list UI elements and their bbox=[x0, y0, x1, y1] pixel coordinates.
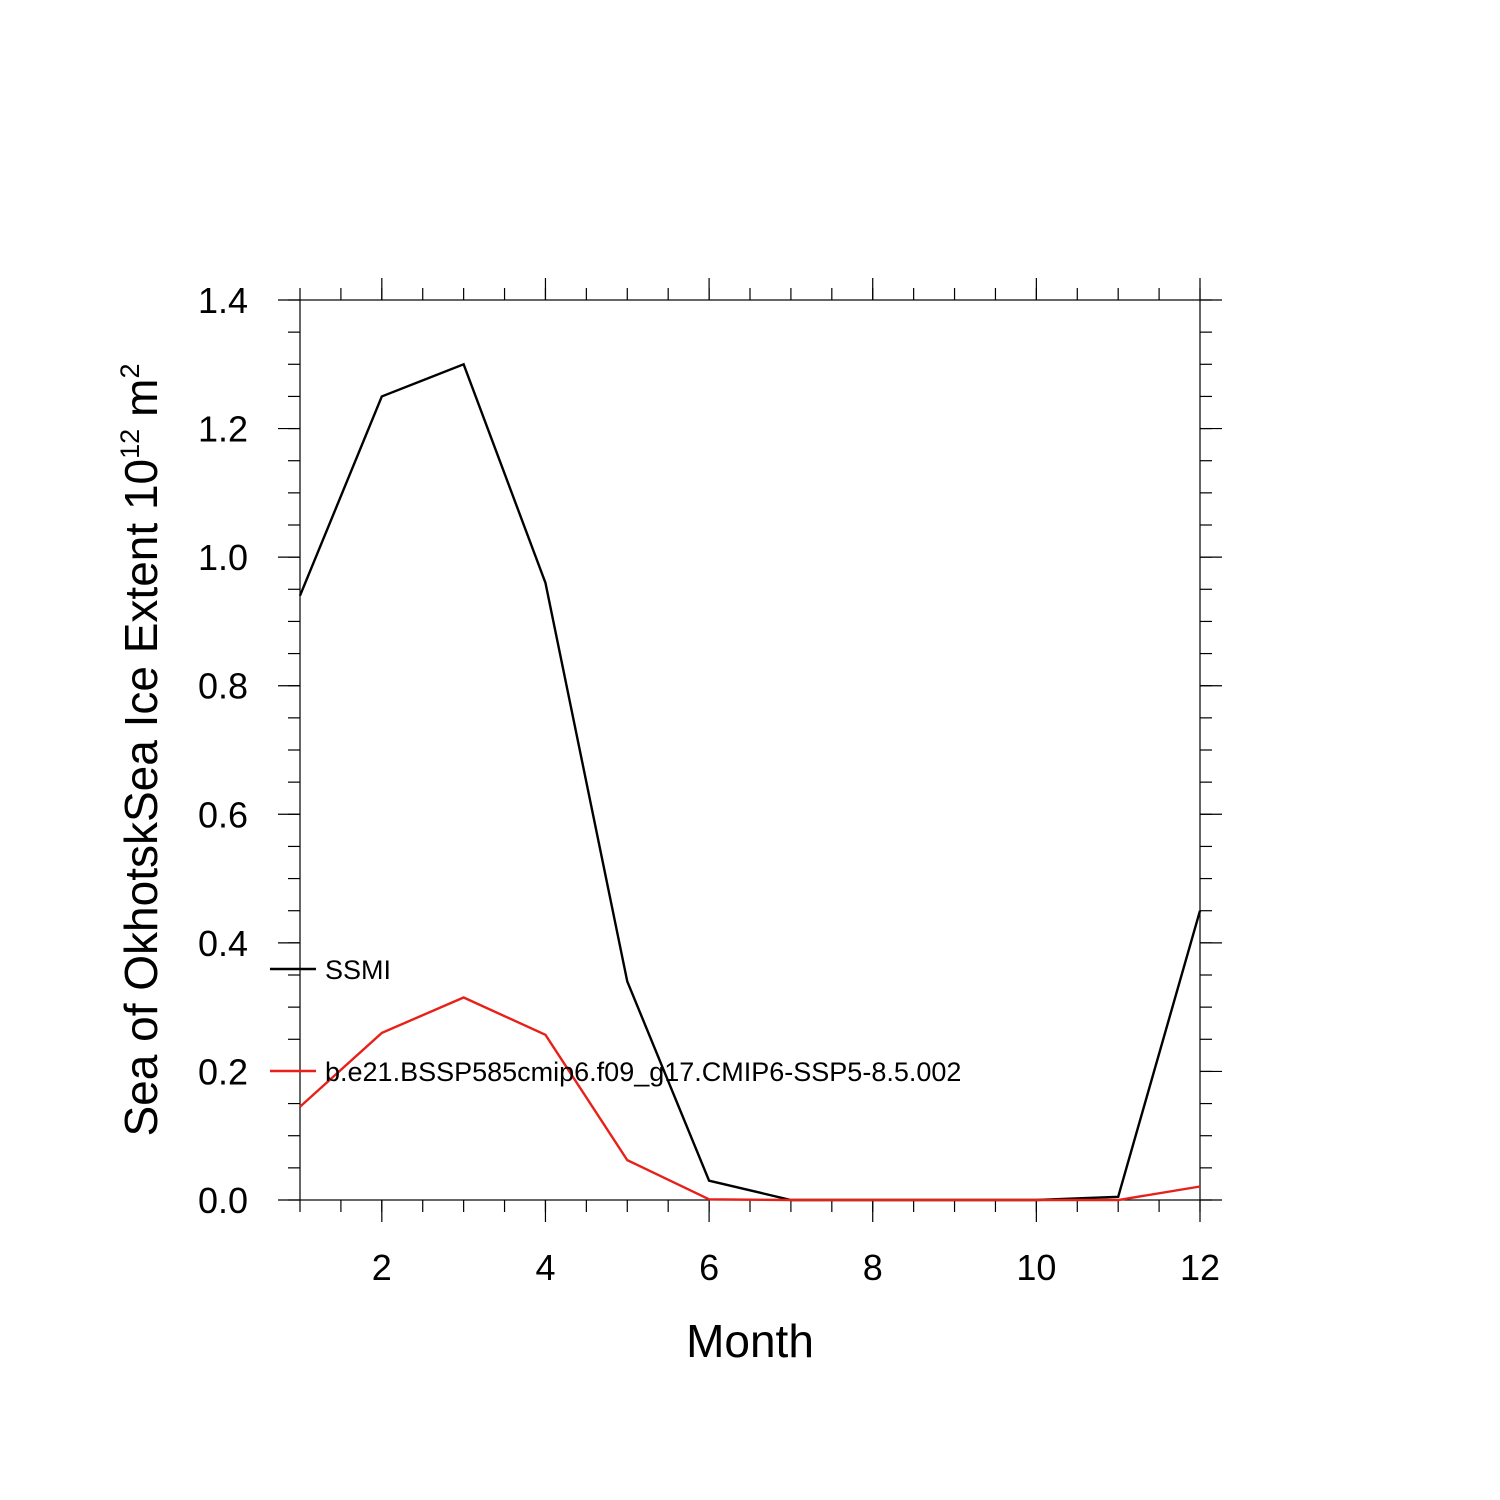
x-tick-label: 12 bbox=[1180, 1247, 1220, 1288]
legend: SSMI b.e21.BSSP585cmip6.f09_g17.CMIP6-SSP… bbox=[270, 955, 961, 1087]
y-tick-label: 0.6 bbox=[198, 794, 248, 835]
legend-label: SSMI bbox=[325, 955, 391, 985]
y-axis-title-unit-exponent: 2 bbox=[115, 363, 145, 378]
y-tick-label: 0.4 bbox=[198, 923, 248, 964]
y-tick-label: 0.0 bbox=[198, 1180, 248, 1221]
y-axis-title-unit: m bbox=[115, 379, 167, 417]
y-tick-label: 1.2 bbox=[198, 409, 248, 450]
x-tick-label: 10 bbox=[1016, 1247, 1056, 1288]
legend-label: b.e21.BSSP585cmip6.f09_g17.CMIP6-SSP5-8.… bbox=[325, 1057, 961, 1087]
x-tick-label: 4 bbox=[535, 1247, 555, 1288]
y-axis-title: Sea of OkhotskSea Ice Extent 1012 m2 bbox=[115, 363, 167, 1136]
y-axis-title-text: Sea of OkhotskSea Ice Extent 10 bbox=[115, 459, 167, 1137]
y-tick-label: 0.2 bbox=[198, 1051, 248, 1092]
y-tick-label: 1.4 bbox=[198, 280, 248, 321]
y-tick-labels: 0.0 0.2 0.4 0.6 0.8 1.0 1.2 1.4 bbox=[198, 280, 248, 1221]
x-tick-label: 6 bbox=[699, 1247, 719, 1288]
x-axis-title: Month bbox=[686, 1315, 814, 1367]
y-tick-label: 0.8 bbox=[198, 666, 248, 707]
x-tick-labels: 2 4 6 8 10 12 bbox=[372, 1247, 1220, 1288]
x-tick-label: 2 bbox=[372, 1247, 392, 1288]
y-axis-title-exponent: 12 bbox=[115, 429, 145, 459]
series-line-model bbox=[299, 996, 1201, 1202]
series-layer bbox=[298, 362, 1202, 1202]
major-ticks bbox=[278, 278, 1222, 1222]
x-tick-label: 8 bbox=[863, 1247, 883, 1288]
y-tick-label: 1.0 bbox=[198, 537, 248, 578]
